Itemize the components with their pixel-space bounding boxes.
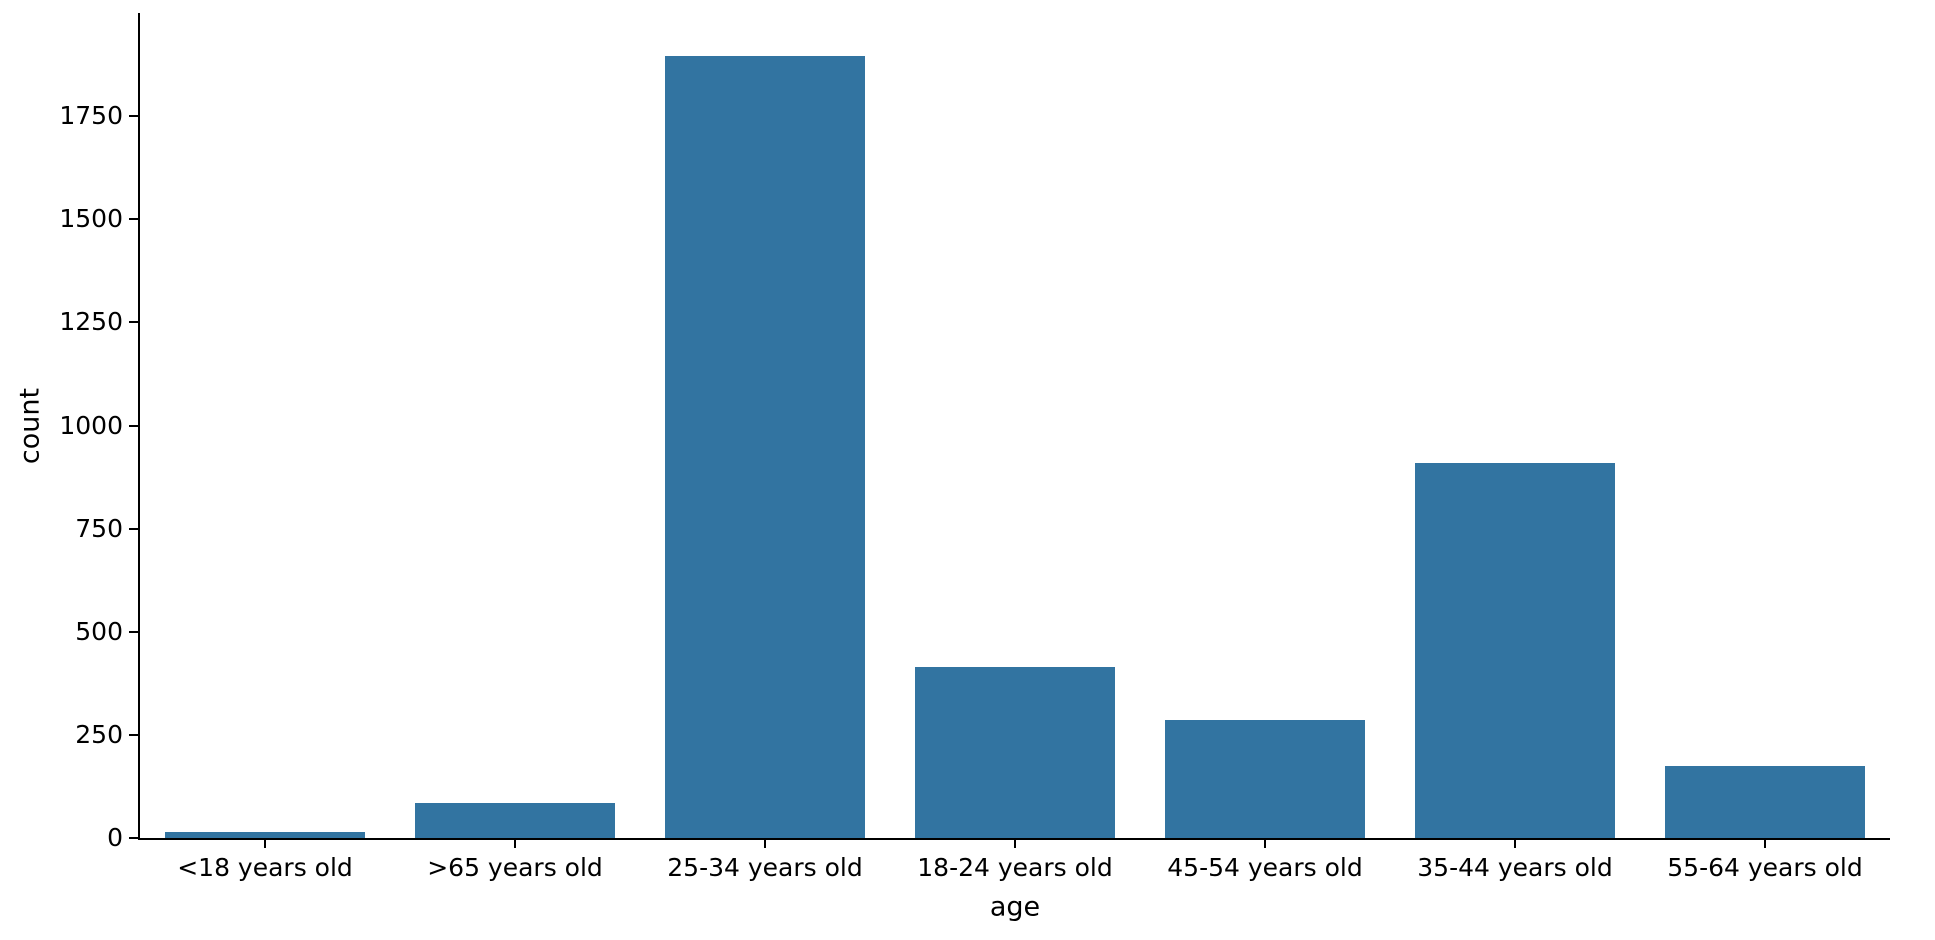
y-tick-mark [129, 527, 138, 530]
x-axis-title: age [989, 891, 1041, 923]
y-tick-label: 250 [75, 719, 123, 749]
x-tick-mark [764, 840, 766, 848]
y-axis-spine [138, 13, 140, 840]
x-tick-label: <18 years old [177, 853, 353, 882]
x-tick-mark [1014, 840, 1016, 848]
x-tick-label: 45-54 years old [1167, 853, 1363, 882]
y-tick-label: 1500 [59, 204, 123, 234]
y-tick-label: 750 [75, 513, 123, 543]
y-tick-mark [129, 837, 138, 839]
bar->65 years old [415, 802, 615, 838]
y-tick-mark [129, 321, 138, 324]
bar-35-44 years old [1415, 462, 1615, 838]
y-tick-mark [129, 424, 138, 427]
bar-<18 years old [165, 831, 365, 838]
y-tick-label: 1250 [59, 307, 123, 337]
x-tick-label: 25-34 years old [667, 853, 863, 882]
bar-25-34 years old [665, 56, 865, 838]
y-tick-label: 1750 [59, 101, 123, 131]
y-tick-mark [129, 733, 138, 736]
bar-18-24 years old [915, 666, 1115, 838]
bar-45-54 years old [1165, 720, 1365, 838]
x-tick-mark [1764, 840, 1766, 848]
bar-55-64 years old [1665, 765, 1865, 838]
x-tick-label: 35-44 years old [1417, 853, 1613, 882]
y-tick-label: 0 [107, 823, 123, 852]
x-tick-label: 55-64 years old [1667, 853, 1863, 882]
y-tick-mark [129, 630, 138, 633]
x-tick-label: 18-24 years old [917, 853, 1113, 882]
x-tick-mark [264, 840, 266, 848]
x-tick-mark [1264, 840, 1266, 848]
x-axis-spine [138, 838, 1890, 840]
y-axis-title: count [14, 387, 46, 465]
x-tick-mark [514, 840, 516, 848]
x-tick-mark [1514, 840, 1516, 848]
x-tick-label: >65 years old [427, 853, 603, 882]
y-tick-label: 500 [75, 616, 123, 646]
y-tick-label: 1000 [59, 410, 123, 440]
y-tick-mark [129, 218, 138, 221]
y-tick-mark [129, 115, 138, 118]
